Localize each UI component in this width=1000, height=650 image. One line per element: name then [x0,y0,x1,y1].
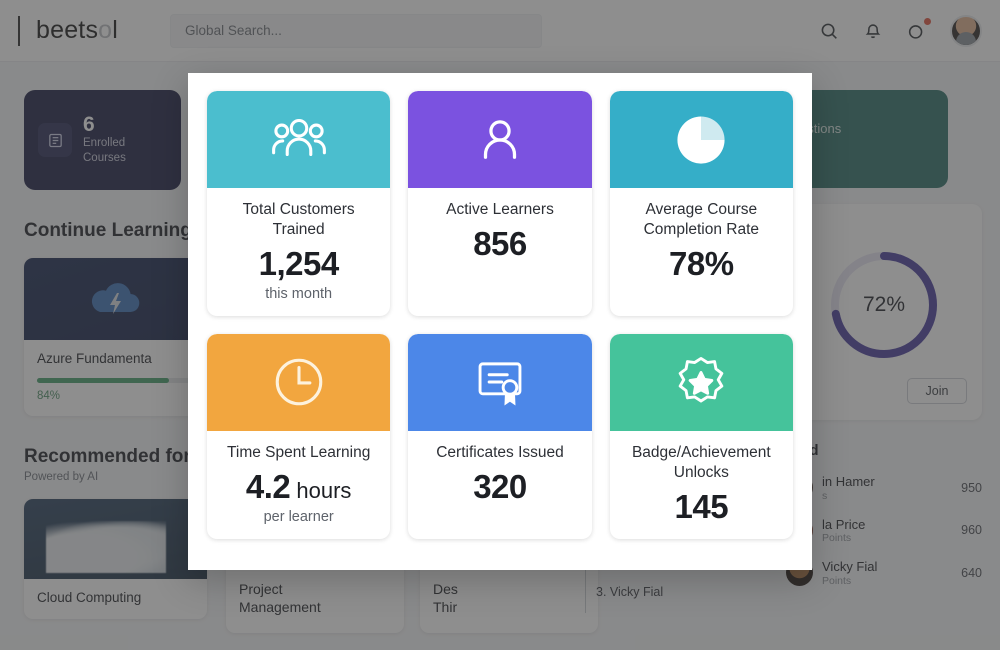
stat-card[interactable]: Time Spent Learning 4.2 hours per learner [207,333,391,539]
stat-card[interactable]: Certificates Issued 320 [408,333,592,539]
stats-grid: Total Customers Trained 1,254 this month Ac… [188,73,812,557]
stat-label: Time Spent Learning [227,443,371,461]
stat-value: 856 [473,225,527,263]
stat-card-body: Time Spent Learning 4.2 hours per learner [207,431,390,539]
users-group-icon [207,91,391,188]
stat-label: Average Course Completion Rate [643,201,760,239]
stat-value: 4.2 hours [245,468,352,506]
stat-label: Total Customers Trained [242,201,355,239]
stat-label: Active Learners [446,201,554,218]
clock-icon [207,333,391,431]
badge-star-icon [609,333,793,431]
stat-value: 1,254 [258,245,340,283]
stat-card[interactable]: Average Course Completion Rate 78% [609,91,793,316]
stat-card-body: Badge/Achievement Unlocks 145 [610,431,793,539]
stat-card[interactable]: Active Learners 856 [408,91,592,316]
pie-chart-icon [609,91,793,188]
stat-card[interactable]: Badge/Achievement Unlocks 145 [609,333,793,539]
stat-label: Badge/Achievement Unlocks [631,443,771,482]
analytics-stats-modal: Total Customers Trained 1,254 this month Ac… [188,73,812,570]
certificate-icon [408,333,592,431]
stat-card-body: Active Learners 856 [408,188,591,316]
stat-card-body: Average Course Completion Rate 78% [610,188,793,316]
stat-unit: hours [290,478,352,504]
stat-value: 145 [674,488,729,526]
stat-card[interactable]: Total Customers Trained 1,254 this month [207,91,391,316]
stat-note: per learner [263,508,334,525]
stat-label: Certificates Issued [436,443,564,461]
stat-value: 320 [473,468,527,506]
stat-card-body: Certificates Issued 320 [408,431,591,539]
stat-card-body: Total Customers Trained 1,254 this month [207,188,390,316]
stat-value: 78% [669,245,734,283]
single-user-icon [408,91,592,188]
stat-note: this month [265,285,333,302]
